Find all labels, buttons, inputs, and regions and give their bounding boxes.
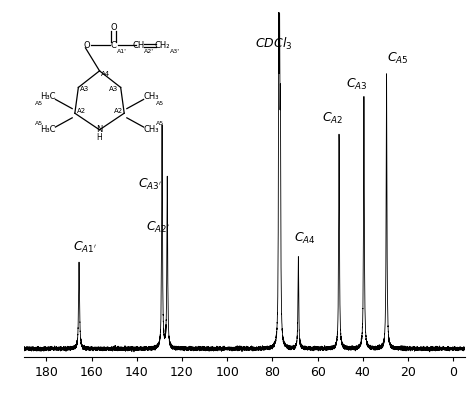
Text: $C_{A2'}$: $C_{A2'}$ [146,220,170,235]
Text: $C_{A5}$: $C_{A5}$ [387,51,409,66]
Text: $C_{A2}$: $C_{A2}$ [322,111,343,126]
Text: $C_{A1'}$: $C_{A1'}$ [73,239,97,254]
Text: $C_{A4}$: $C_{A4}$ [294,231,316,246]
Text: $C_{A3'}$: $C_{A3'}$ [138,177,162,192]
Text: $C_{A3}$: $C_{A3}$ [346,77,368,92]
Text: $CDCl_3$: $CDCl_3$ [255,36,292,52]
